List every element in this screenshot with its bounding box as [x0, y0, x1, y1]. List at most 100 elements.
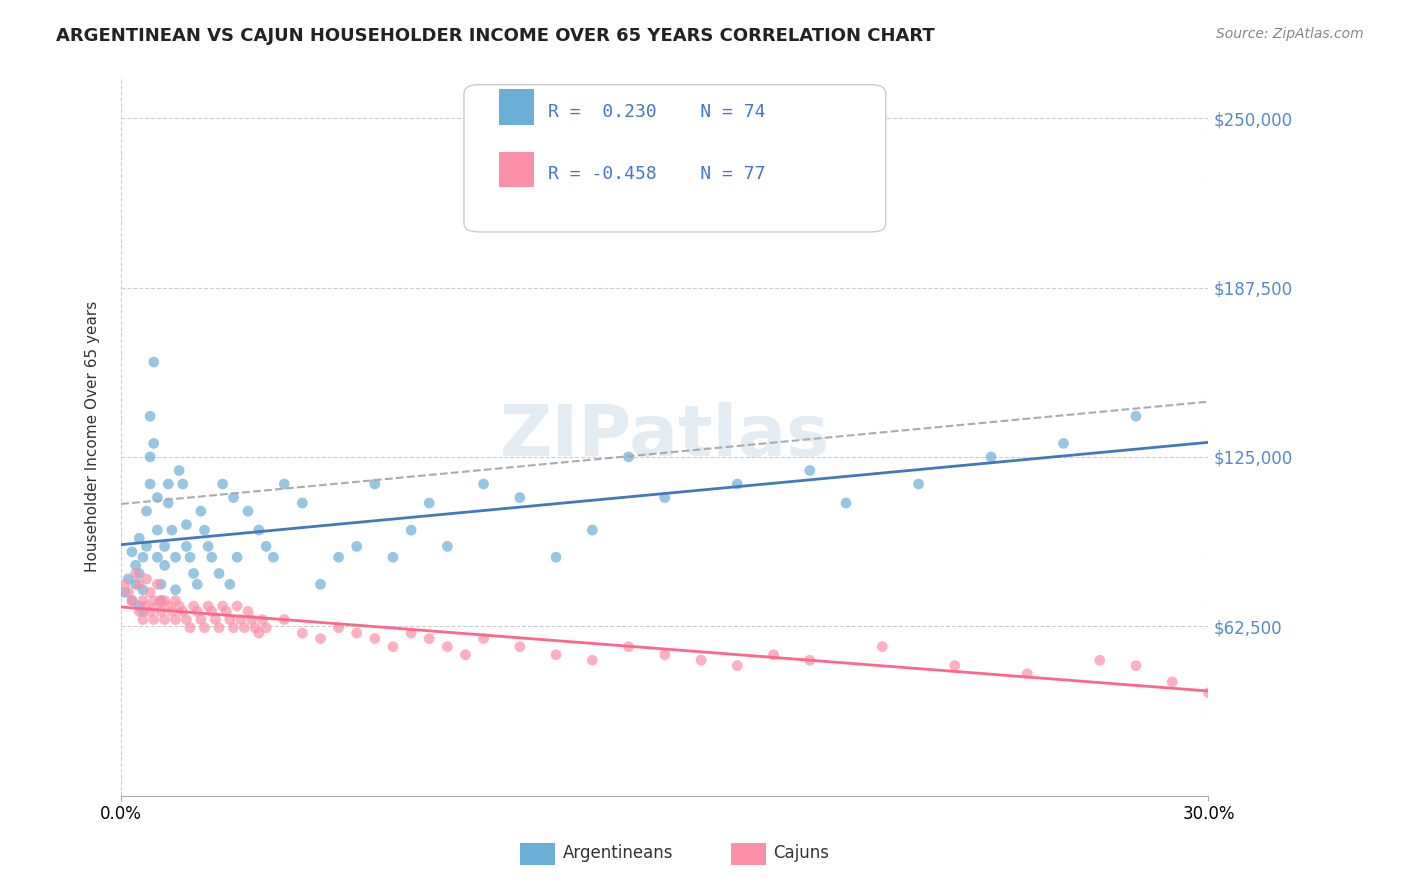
Point — [364, 477, 387, 491]
Point — [1017, 666, 1039, 681]
Point — [165, 613, 187, 627]
Point — [193, 523, 215, 537]
Point — [364, 632, 387, 646]
Point — [1052, 436, 1074, 450]
Point — [617, 640, 640, 654]
Point — [247, 523, 270, 537]
Point — [762, 648, 785, 662]
Point — [835, 496, 858, 510]
Point — [197, 599, 219, 613]
Point — [157, 477, 180, 491]
Point — [1198, 686, 1220, 700]
Point — [980, 450, 1002, 464]
Point — [252, 613, 274, 627]
Point — [472, 477, 495, 491]
Point — [139, 477, 162, 491]
Point — [124, 577, 146, 591]
Point — [872, 640, 894, 654]
Point — [157, 496, 180, 510]
Point — [799, 463, 821, 477]
Point — [153, 593, 176, 607]
Point — [186, 577, 208, 591]
Point — [146, 491, 169, 505]
Point — [208, 621, 231, 635]
Point — [165, 593, 187, 607]
Point — [799, 653, 821, 667]
Point — [581, 653, 603, 667]
Point — [124, 566, 146, 581]
Point — [160, 604, 183, 618]
Point — [247, 626, 270, 640]
Text: ARGENTINEAN VS CAJUN HOUSEHOLDER INCOME OVER 65 YEARS CORRELATION CHART: ARGENTINEAN VS CAJUN HOUSEHOLDER INCOME … — [56, 27, 935, 45]
Point — [142, 355, 165, 369]
Point — [132, 582, 155, 597]
Point — [418, 496, 440, 510]
Point — [291, 626, 314, 640]
Point — [509, 640, 531, 654]
Point — [328, 550, 350, 565]
Point — [121, 593, 143, 607]
Point — [291, 496, 314, 510]
Point — [128, 566, 150, 581]
Point — [454, 648, 477, 662]
Point — [190, 504, 212, 518]
Point — [226, 599, 249, 613]
Point — [245, 621, 267, 635]
Point — [167, 599, 190, 613]
Point — [236, 604, 259, 618]
Point — [160, 523, 183, 537]
Point — [222, 491, 245, 505]
Point — [436, 640, 458, 654]
Point — [346, 540, 368, 554]
Point — [146, 577, 169, 591]
Point — [544, 550, 567, 565]
Point — [135, 572, 157, 586]
Point — [128, 531, 150, 545]
Point — [218, 613, 240, 627]
Point — [142, 593, 165, 607]
Point — [418, 632, 440, 646]
Text: Argentineans: Argentineans — [562, 844, 673, 862]
Point — [222, 621, 245, 635]
Point — [381, 640, 404, 654]
Point — [381, 550, 404, 565]
Point — [172, 604, 194, 618]
Point — [132, 550, 155, 565]
Point — [117, 572, 139, 586]
Point — [146, 599, 169, 613]
Point — [1161, 674, 1184, 689]
Y-axis label: Householder Income Over 65 years: Householder Income Over 65 years — [86, 301, 100, 573]
Point — [309, 577, 332, 591]
Point — [544, 648, 567, 662]
Text: ZIPatlas: ZIPatlas — [499, 402, 830, 471]
Point — [132, 613, 155, 627]
Point — [211, 477, 233, 491]
Point — [236, 504, 259, 518]
Point — [472, 632, 495, 646]
Point — [172, 477, 194, 491]
Point — [153, 558, 176, 573]
Point — [139, 409, 162, 424]
Point — [135, 504, 157, 518]
Point — [179, 550, 201, 565]
Point — [139, 604, 162, 618]
Point — [215, 604, 238, 618]
Point — [153, 613, 176, 627]
Point — [309, 632, 332, 646]
Point — [114, 585, 136, 599]
Point — [1125, 658, 1147, 673]
Point — [153, 540, 176, 554]
Point — [176, 517, 198, 532]
Point — [139, 585, 162, 599]
Point — [254, 540, 277, 554]
Point — [193, 621, 215, 635]
Point — [208, 566, 231, 581]
Point — [273, 477, 295, 491]
Point — [654, 648, 676, 662]
Point — [399, 626, 422, 640]
Point — [186, 604, 208, 618]
Point — [167, 463, 190, 477]
Point — [128, 599, 150, 613]
Text: Cajuns: Cajuns — [773, 844, 830, 862]
Point — [132, 593, 155, 607]
